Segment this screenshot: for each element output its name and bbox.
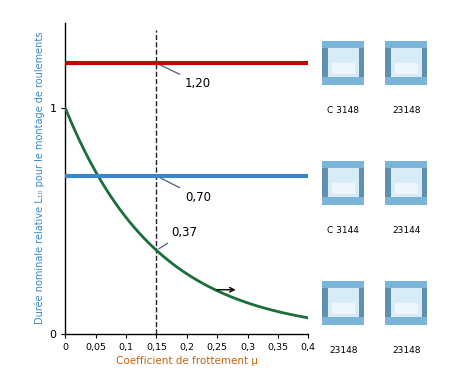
Bar <box>390 48 423 77</box>
Bar <box>322 161 364 205</box>
Bar <box>395 303 418 314</box>
Bar <box>359 48 364 77</box>
Bar <box>390 168 423 197</box>
Bar <box>422 48 427 77</box>
Bar <box>327 288 360 317</box>
Bar <box>359 288 364 317</box>
Bar <box>327 168 360 197</box>
Text: 23148: 23148 <box>392 106 421 115</box>
Y-axis label: Durée nominale relative L₁₀ pour le montage de roulements: Durée nominale relative L₁₀ pour le mont… <box>35 32 45 324</box>
Text: 23148: 23148 <box>392 346 421 355</box>
Bar <box>332 63 355 74</box>
Bar <box>385 48 391 77</box>
Bar <box>385 161 427 205</box>
Bar <box>322 281 364 325</box>
Bar <box>385 41 427 85</box>
Bar <box>327 48 360 77</box>
Bar <box>322 288 328 317</box>
Text: 23148: 23148 <box>329 346 358 355</box>
Text: 0,37: 0,37 <box>159 226 198 249</box>
Bar <box>322 41 364 85</box>
Bar <box>422 288 427 317</box>
Bar <box>332 183 355 194</box>
Text: 23144: 23144 <box>392 226 420 235</box>
Text: C 3148: C 3148 <box>327 106 359 115</box>
Bar <box>322 48 328 77</box>
Text: 1,20: 1,20 <box>159 64 211 90</box>
Bar <box>385 281 427 325</box>
Bar <box>390 288 423 317</box>
Bar <box>395 183 418 194</box>
Bar <box>332 303 355 314</box>
Bar <box>385 168 391 197</box>
Bar <box>359 168 364 197</box>
Bar <box>422 168 427 197</box>
Bar <box>322 168 328 197</box>
Bar <box>395 63 418 74</box>
Text: C 3144: C 3144 <box>327 226 359 235</box>
Bar <box>385 288 391 317</box>
Text: 0,70: 0,70 <box>159 177 211 204</box>
X-axis label: Coefficient de frottement μ: Coefficient de frottement μ <box>116 356 258 366</box>
